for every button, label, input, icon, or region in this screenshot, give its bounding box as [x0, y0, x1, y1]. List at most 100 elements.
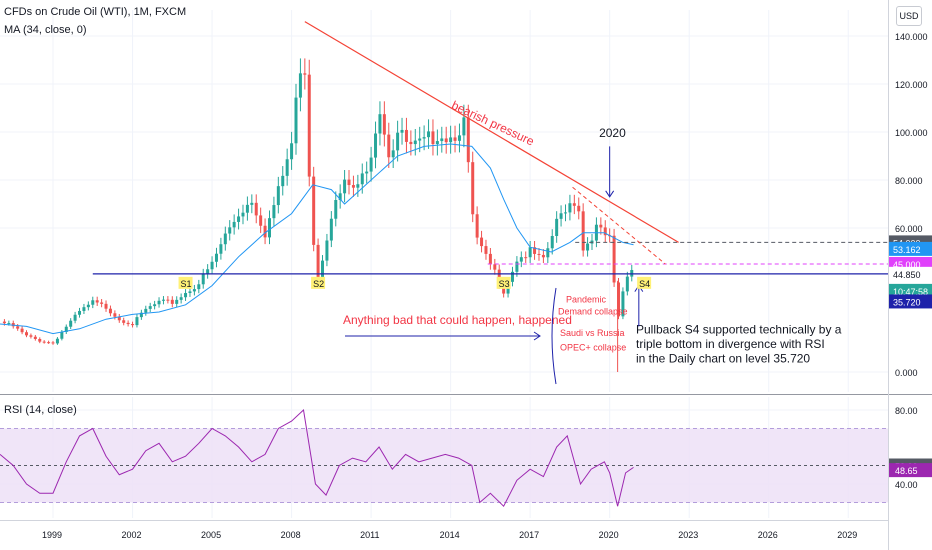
candle-body: [493, 264, 497, 270]
price-tag-bg-5: [889, 294, 932, 309]
candle-body: [519, 257, 523, 262]
trend-dashed-line: [572, 186, 666, 265]
candle-body: [444, 138, 448, 143]
candle-body: [475, 214, 479, 238]
s4-marker: [637, 276, 652, 289]
candle-body: [201, 273, 205, 285]
time-tick-4: 2011: [360, 530, 379, 540]
candle-body: [131, 324, 135, 326]
demand-collapse-label: Demand collapse: [558, 306, 628, 316]
candle-body: [2, 321, 6, 324]
candle-body: [457, 135, 461, 141]
pandemic-label: Pandemic: [566, 294, 607, 304]
candle-body: [369, 157, 373, 172]
candle-body: [175, 299, 179, 304]
candle-body: [396, 132, 400, 151]
candle-body: [51, 342, 55, 344]
candle-body: [60, 332, 64, 339]
candle-body: [197, 284, 201, 290]
currency-button[interactable]: USD: [896, 6, 922, 26]
price-tag-bg-3: [889, 266, 932, 281]
candle-body: [281, 175, 285, 187]
rsi-tag-1: 48.65: [895, 466, 918, 476]
candle-body: [38, 338, 42, 342]
anything-bad-label: Anything bad that could happen, happened: [343, 313, 572, 327]
time-tick-5: 2014: [440, 530, 460, 540]
candle-body: [400, 129, 404, 133]
price-tick-2: 100.000: [895, 128, 928, 138]
candle-body: [55, 338, 59, 344]
candle-body: [219, 244, 223, 254]
price-tick-5: 0.000: [895, 368, 918, 378]
price-tick-4: 60.000: [895, 224, 923, 234]
candle-body: [546, 248, 550, 258]
time-tick-10: 2029: [837, 530, 857, 540]
events-bracket: [551, 287, 557, 385]
candle-body: [387, 134, 391, 158]
candle-body: [100, 302, 104, 304]
s3-label: S3: [499, 279, 510, 289]
candle-body: [122, 320, 126, 323]
candle-body: [104, 303, 108, 309]
candle-body: [276, 186, 280, 206]
candle-body: [537, 253, 541, 255]
s4-label: S4: [639, 279, 650, 289]
rsi-tick-1: 40.00: [895, 480, 918, 490]
price-tag-bg-1: [889, 241, 932, 256]
candle-body: [418, 138, 422, 141]
candle-body: [192, 289, 196, 292]
price-tag-5: 35.720: [893, 297, 921, 307]
year-2020-label: 2020: [599, 126, 626, 140]
time-tick-1: 2002: [122, 530, 142, 540]
candle-body: [356, 184, 360, 188]
candle-body: [329, 218, 333, 241]
candle-body: [488, 253, 492, 265]
candle-body: [550, 235, 554, 249]
candle-body: [86, 304, 90, 308]
price-tick-3: 80.000: [895, 176, 923, 186]
candle-body: [153, 304, 157, 307]
candle-body: [612, 235, 616, 283]
time-tick-8: 2023: [678, 530, 698, 540]
symbol-title: CFDs on Crude Oil (WTI), 1M, FXCM: [4, 6, 187, 18]
saudi-russia-label: Saudi vs Russia: [560, 328, 625, 338]
price-tag-4: 10:47:58: [893, 287, 928, 297]
candle-body: [321, 260, 325, 281]
candle-body: [422, 137, 426, 139]
candle-body: [25, 332, 29, 336]
candle-body: [347, 179, 351, 186]
candle-body: [431, 131, 435, 145]
candle-body: [144, 308, 148, 313]
candle-body: [325, 240, 329, 261]
candle-body: [42, 341, 46, 343]
candle-body: [179, 297, 183, 300]
candle-body: [307, 74, 311, 177]
candle-body: [316, 244, 320, 281]
candle-body: [108, 308, 112, 314]
candle-body: [563, 212, 567, 214]
candle-body: [462, 117, 466, 136]
candle-body: [351, 185, 355, 188]
candle-body: [206, 269, 210, 274]
candle-body: [484, 246, 488, 254]
candle-body: [568, 203, 572, 213]
candle-body: [20, 328, 24, 333]
candle-body: [214, 253, 218, 262]
candle-body: [290, 143, 294, 160]
candle-body: [555, 218, 559, 236]
candle-body: [78, 310, 82, 315]
candle-body: [64, 326, 68, 333]
s2-label: S2: [313, 279, 324, 289]
candle-body: [241, 212, 245, 217]
ma-line: [0, 143, 634, 335]
candle-body: [502, 284, 506, 294]
candle-body: [157, 300, 161, 305]
candle-body: [413, 140, 417, 145]
candle-body: [148, 306, 152, 309]
candle-body: [581, 211, 585, 251]
candle-body: [621, 291, 625, 317]
bearish-trend-line: [304, 21, 679, 243]
candle-body: [188, 291, 192, 294]
price-tag-1: 53.162: [893, 245, 921, 255]
rsi-legend: RSI (14, close): [4, 404, 77, 416]
